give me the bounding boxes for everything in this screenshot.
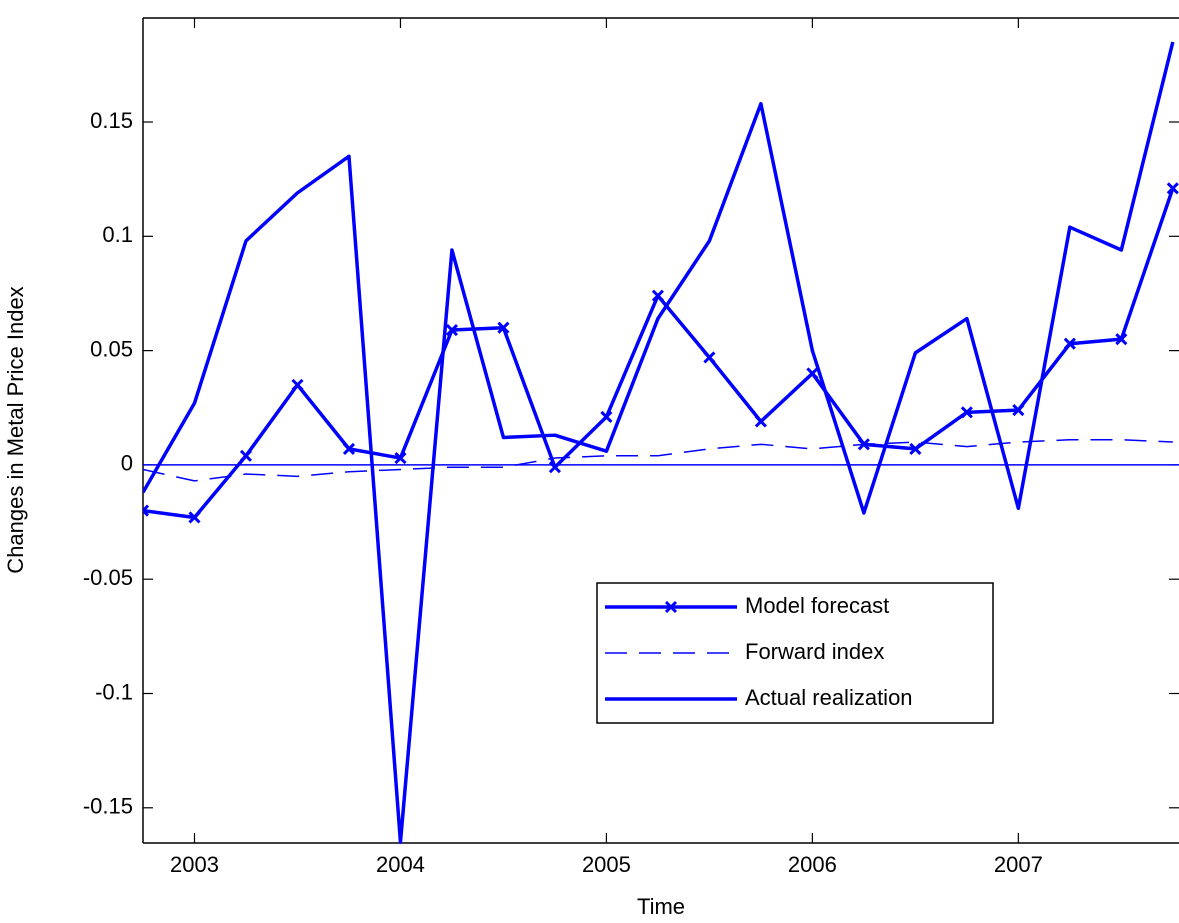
legend-label: Actual realization bbox=[745, 685, 913, 710]
marker bbox=[651, 289, 664, 302]
legend-label: Forward index bbox=[745, 639, 884, 664]
marker bbox=[548, 461, 561, 474]
marker bbox=[291, 378, 304, 391]
legend-label: Model forecast bbox=[745, 593, 889, 618]
marker bbox=[600, 410, 613, 423]
marker bbox=[806, 367, 819, 380]
y-axis-label: Changes in Metal Price Index bbox=[3, 286, 28, 573]
marker bbox=[1063, 337, 1076, 350]
marker bbox=[143, 504, 150, 517]
legend-marker bbox=[664, 600, 678, 614]
marker bbox=[188, 511, 201, 524]
marker bbox=[1012, 403, 1025, 417]
y-tick-label: -0.15 bbox=[83, 794, 133, 819]
y-tick-label: 0.15 bbox=[90, 108, 133, 133]
series-line bbox=[143, 187, 1175, 520]
x-tick-label: 2007 bbox=[994, 852, 1043, 877]
marker bbox=[342, 442, 356, 455]
series-line bbox=[143, 439, 1173, 482]
marker bbox=[497, 321, 510, 334]
marker bbox=[960, 406, 973, 419]
y-tick-label: -0.05 bbox=[83, 565, 133, 590]
marker bbox=[1115, 333, 1128, 346]
y-tick-label: -0.1 bbox=[95, 679, 133, 704]
plot-area bbox=[143, 41, 1179, 844]
x-tick-label: 2005 bbox=[582, 852, 631, 877]
x-tick-label: 2004 bbox=[376, 852, 425, 877]
marker bbox=[1166, 182, 1179, 195]
x-tick-label: 2006 bbox=[788, 852, 837, 877]
marker bbox=[394, 451, 407, 465]
marker bbox=[909, 442, 922, 455]
x-axis-label: Time bbox=[637, 894, 685, 919]
x-tick-label: 2003 bbox=[170, 852, 219, 877]
y-tick-label: 0 bbox=[121, 451, 133, 476]
series-line bbox=[143, 41, 1175, 844]
marker bbox=[239, 449, 253, 462]
marker bbox=[703, 351, 716, 364]
y-tick-label: 0.1 bbox=[102, 222, 133, 247]
marker bbox=[445, 323, 459, 337]
y-tick-label: 0.05 bbox=[90, 336, 133, 361]
marker bbox=[754, 415, 767, 428]
